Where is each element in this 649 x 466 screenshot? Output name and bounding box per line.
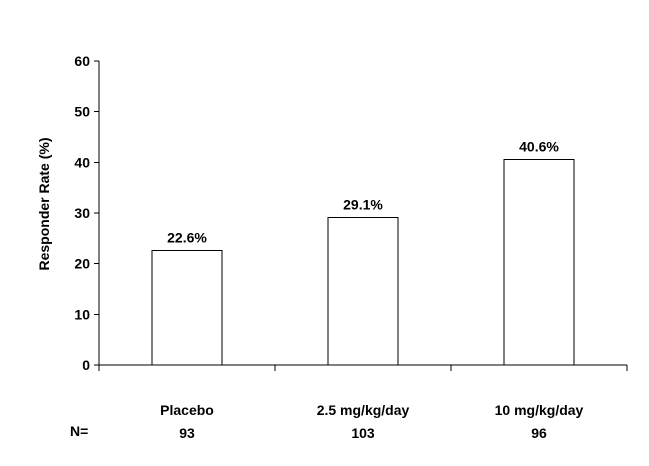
category-n-value: 103: [351, 425, 375, 441]
y-tick-label: 10: [74, 306, 90, 322]
y-tick-label: 0: [82, 357, 90, 373]
y-tick-label: 40: [74, 154, 90, 170]
bar-value-label: 22.6%: [167, 229, 207, 245]
x-axis: [98, 364, 628, 371]
category-labels: Placebo 93 2.5 mg/kg/day 103 10 mg/kg/day 96: [160, 402, 583, 441]
category-n-value: 96: [531, 425, 547, 441]
bars: [151, 158, 575, 366]
bar-value-label: 29.1%: [343, 197, 383, 213]
bar: [151, 249, 223, 366]
n-label: N=: [70, 423, 88, 439]
data-labels: 22.6% 29.1% 40.6%: [167, 138, 559, 245]
y-tick-label: 20: [74, 256, 90, 272]
y-axis: 0 10 20 30 40 50 60: [74, 53, 100, 373]
category-n-value: 93: [179, 425, 195, 441]
y-tick-label: 30: [74, 205, 90, 221]
category-label: Placebo: [160, 402, 214, 418]
bar: [503, 158, 575, 366]
y-tick-label: 60: [74, 53, 90, 69]
bar: [327, 217, 399, 366]
category-label: 2.5 mg/kg/day: [317, 402, 410, 418]
y-axis-title: Responder Rate (%): [36, 137, 52, 270]
bar-value-label: 40.6%: [519, 138, 559, 154]
y-tick-label: 50: [74, 104, 90, 120]
category-label: 10 mg/kg/day: [495, 402, 584, 418]
